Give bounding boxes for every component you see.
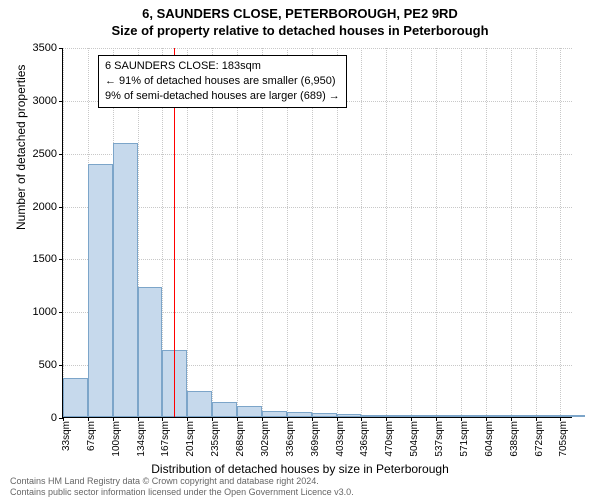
histogram-bar xyxy=(511,415,536,417)
gridline-h xyxy=(63,259,572,260)
histogram-bar xyxy=(88,164,113,417)
footer-line-1: Contains HM Land Registry data © Crown c… xyxy=(10,476,600,487)
gridline-h xyxy=(63,207,572,208)
page-subtitle: Size of property relative to detached ho… xyxy=(0,21,600,38)
histogram-bar xyxy=(411,415,436,417)
xtick-label: 268sqm xyxy=(235,421,246,457)
xtick-label: 100sqm xyxy=(111,421,122,457)
xtick-label: 201sqm xyxy=(185,421,196,457)
xtick-label: 504sqm xyxy=(409,421,420,457)
gridline-v xyxy=(486,48,487,417)
histogram-bar xyxy=(436,415,461,417)
histogram-bar xyxy=(560,415,585,417)
gridline-v xyxy=(411,48,412,417)
footer: Contains HM Land Registry data © Crown c… xyxy=(0,476,600,498)
xtick-label: 134sqm xyxy=(136,421,147,457)
xtick-label: 436sqm xyxy=(359,421,370,457)
histogram-bar xyxy=(536,415,561,417)
xtick-label: 369sqm xyxy=(310,421,321,457)
xtick-label: 336sqm xyxy=(285,421,296,457)
gridline-v xyxy=(461,48,462,417)
gridline-v xyxy=(386,48,387,417)
ytick-label: 500 xyxy=(39,359,57,371)
ytick-label: 1000 xyxy=(33,306,57,318)
footer-line-2: Contains public sector information licen… xyxy=(10,487,600,498)
x-axis-label: Distribution of detached houses by size … xyxy=(0,462,600,476)
gridline-v xyxy=(511,48,512,417)
histogram-bar xyxy=(63,378,88,417)
histogram-bar xyxy=(113,143,138,417)
xtick-label: 537sqm xyxy=(434,421,445,457)
histogram-bar xyxy=(237,406,262,417)
xtick-label: 403sqm xyxy=(335,421,346,457)
gridline-h xyxy=(63,154,572,155)
xtick-label: 604sqm xyxy=(484,421,495,457)
ytick-label: 1500 xyxy=(33,253,57,265)
annotation-line-1: 6 SAUNDERS CLOSE: 183sqm xyxy=(105,59,340,74)
xtick-label: 705sqm xyxy=(558,421,569,457)
xtick-label: 571sqm xyxy=(459,421,470,457)
histogram-bar xyxy=(386,415,411,417)
xtick-label: 167sqm xyxy=(160,421,171,457)
ytick-label: 2500 xyxy=(33,148,57,160)
gridline-v xyxy=(63,48,64,417)
ytick-label: 3000 xyxy=(33,95,57,107)
gridline-v xyxy=(361,48,362,417)
histogram-bar xyxy=(187,391,212,417)
histogram-bar xyxy=(486,415,511,417)
xtick-label: 672sqm xyxy=(534,421,545,457)
gridline-h xyxy=(63,48,572,49)
xtick-label: 638sqm xyxy=(509,421,520,457)
page-title: 6, SAUNDERS CLOSE, PETERBOROUGH, PE2 9RD xyxy=(0,0,600,21)
xtick-label: 302sqm xyxy=(260,421,271,457)
histogram-bar xyxy=(138,287,163,417)
annotation-line-2: ← 91% of detached houses are smaller (6,… xyxy=(105,74,340,89)
ytick-label: 3500 xyxy=(33,42,57,54)
y-axis-label: Number of detached properties xyxy=(14,65,28,230)
xtick-label: 235sqm xyxy=(210,421,221,457)
histogram-bar xyxy=(287,412,312,417)
gridline-v xyxy=(536,48,537,417)
histogram-bar xyxy=(312,413,337,417)
gridline-v xyxy=(560,48,561,417)
annotation-line-3: 9% of semi-detached houses are larger (6… xyxy=(105,89,340,104)
xtick-label: 470sqm xyxy=(384,421,395,457)
histogram-bar xyxy=(461,415,486,417)
xtick-label: 33sqm xyxy=(61,421,72,451)
histogram-bar xyxy=(212,402,237,417)
histogram-bar xyxy=(262,411,287,417)
xtick-label: 67sqm xyxy=(86,421,97,451)
gridline-v xyxy=(436,48,437,417)
ytick-label: 2000 xyxy=(33,201,57,213)
annotation-box: 6 SAUNDERS CLOSE: 183sqm ← 91% of detach… xyxy=(98,55,347,108)
histogram-bar xyxy=(361,415,386,417)
ytick-label: 0 xyxy=(51,412,57,424)
histogram-bar xyxy=(337,414,362,417)
